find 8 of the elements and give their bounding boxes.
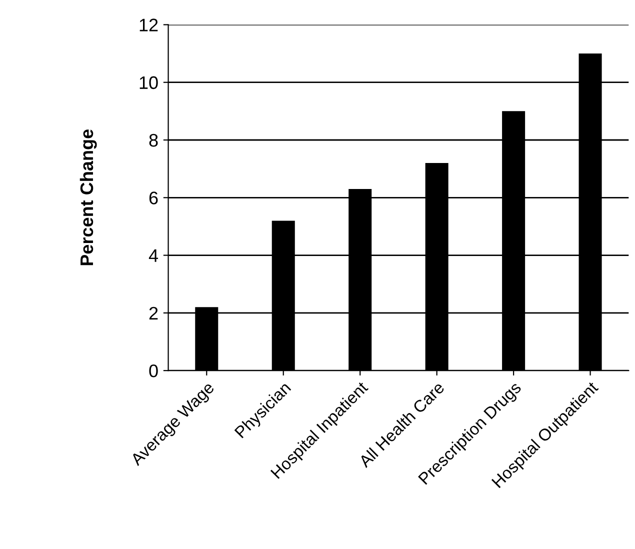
y-tick-label: 10	[140, 76, 158, 90]
y-tick-label: 8	[149, 134, 158, 147]
y-axis-title: Percent Change	[80, 130, 97, 266]
y-tick-label: 4	[148, 249, 158, 262]
y-tick-label: 2	[149, 306, 158, 320]
y-tick-label: 6	[149, 192, 158, 204]
y-tick-label: 0	[149, 364, 158, 378]
y-tick-label: 12	[140, 18, 158, 32]
